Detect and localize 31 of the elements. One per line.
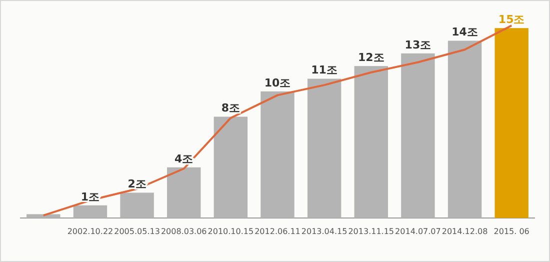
bar [401, 53, 435, 218]
data-label: 2조 [128, 178, 146, 191]
data-label: 13조 [404, 38, 432, 52]
data-label: 11조 [311, 64, 338, 77]
data-label: 1조 [80, 190, 100, 204]
x-tick-label: 2002.10.22 [67, 227, 114, 236]
x-tick-label: 2012.06.11 [254, 227, 300, 236]
x-tick-label: 2013.04.15 [301, 227, 348, 236]
x-tick-label: 2005.05.13 [114, 227, 160, 236]
data-label: 4조 [174, 152, 194, 166]
bar [448, 40, 482, 218]
bar [167, 167, 201, 218]
x-tick-label: 2014.12.08 [442, 227, 488, 236]
data-label: 10조 [264, 76, 291, 90]
x-tick-label: 2014.07.07 [395, 227, 441, 236]
data-label: 8조 [221, 102, 240, 115]
x-tick-label: 2010.10.15 [208, 227, 254, 236]
x-tick-label: 2008.03.06 [160, 227, 207, 236]
bar [307, 78, 342, 218]
data-label: 15조 [498, 13, 525, 26]
bar [354, 66, 388, 218]
data-label: 14조 [452, 26, 478, 39]
x-tick-label: 2013.11.15 [348, 227, 394, 236]
bar [26, 214, 60, 218]
bar [120, 192, 154, 218]
bar [260, 91, 294, 218]
bar [494, 28, 528, 218]
x-tick-label: 2015. 06 [494, 227, 530, 236]
data-label: 12조 [358, 51, 384, 64]
bar [73, 205, 108, 218]
bar [214, 116, 248, 218]
